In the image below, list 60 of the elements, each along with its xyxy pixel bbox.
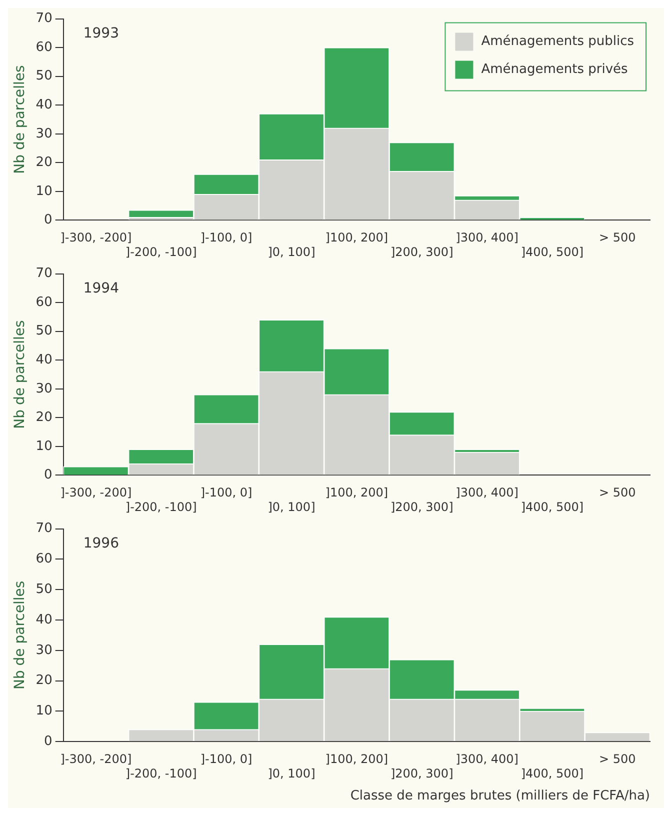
y-tick-label: 60 <box>36 294 52 310</box>
y-tick-label: 50 <box>36 68 52 84</box>
annotation: 1994 <box>83 280 120 296</box>
y-tick-label: 50 <box>36 582 52 597</box>
x-tick-label: ]200, 300] <box>390 500 454 514</box>
x-tick-label: ]300, 400] <box>456 486 518 500</box>
y-tick-label: 70 <box>36 266 52 282</box>
x-tick-label: ]0, 100] <box>268 244 316 259</box>
x-tick-label: ]-200, -100] <box>125 500 197 514</box>
x-tick-label: ]-200, -100] <box>125 766 197 780</box>
x-tick-label: ]400, 500] <box>520 500 584 514</box>
x-tick-label: ]-200, -100] <box>125 244 197 259</box>
x-axis-title: Classe de marges brutes (milliers de FCFA/ha) <box>350 788 650 804</box>
annotation: 1993 <box>83 25 119 42</box>
x-tick-label: ]-100, 0] <box>200 752 252 766</box>
legend-label: Aménagements privés <box>481 62 628 78</box>
y-tick-label: 60 <box>36 40 52 55</box>
y-tick-label: 60 <box>36 552 52 567</box>
y-tick-label: 20 <box>36 155 52 170</box>
y-tick-label: 10 <box>36 704 52 719</box>
x-tick-label: ]0, 100] <box>268 500 316 514</box>
x-tick-label: ]-300, -200] <box>60 752 132 766</box>
x-tick-label: ]100, 200] <box>325 752 388 766</box>
y-tick-label: 40 <box>36 97 52 112</box>
y-tick-label: 50 <box>36 324 52 339</box>
x-tick-label: ]-300, -200] <box>60 230 132 245</box>
y-tick-label: 0 <box>44 468 52 483</box>
x-tick-label: ]-100, 0] <box>200 486 252 500</box>
x-tick-label: ]300, 400] <box>456 230 518 245</box>
x-tick-label: > 500 <box>599 752 636 766</box>
x-tick-label: ]-300, -200] <box>60 486 132 500</box>
x-tick-label: ]400, 500] <box>520 244 584 259</box>
x-tick-label: ]100, 200] <box>325 486 388 500</box>
annotation: 1996 <box>83 535 120 552</box>
x-tick-label: ]200, 300] <box>390 766 454 780</box>
x-tick-label: > 500 <box>599 230 636 245</box>
y-tick-label: 20 <box>36 410 52 426</box>
x-tick-label: ]200, 300] <box>390 244 454 259</box>
y-tick-label: 30 <box>36 381 52 396</box>
y-tick-label: 0 <box>44 212 52 228</box>
y-axis-title: Nb de parcelles <box>12 580 28 690</box>
x-tick-label: ]100, 200] <box>325 230 388 245</box>
y-tick-label: 30 <box>36 642 52 658</box>
x-tick-label: ]0, 100] <box>268 766 316 780</box>
y-tick-label: 70 <box>36 11 52 26</box>
x-tick-label: ]300, 400] <box>456 752 518 766</box>
x-tick-label: ]400, 500] <box>520 766 584 780</box>
y-axis-title: Nb de parcelles <box>12 320 28 429</box>
y-tick-label: 10 <box>36 438 52 454</box>
y-tick-label: 10 <box>36 184 52 199</box>
y-tick-label: 20 <box>36 673 52 688</box>
y-tick-label: 30 <box>36 126 52 142</box>
y-tick-label: 40 <box>36 612 52 628</box>
y-tick-label: 40 <box>36 352 52 368</box>
y-axis-title: Nb de parcelles <box>12 65 28 174</box>
legend-label: Aménagements publics <box>481 34 634 50</box>
y-tick-label: 0 <box>44 734 52 749</box>
y-tick-label: 70 <box>36 521 52 536</box>
x-tick-label: ]-100, 0] <box>200 230 252 245</box>
x-tick-label: > 500 <box>599 486 636 500</box>
